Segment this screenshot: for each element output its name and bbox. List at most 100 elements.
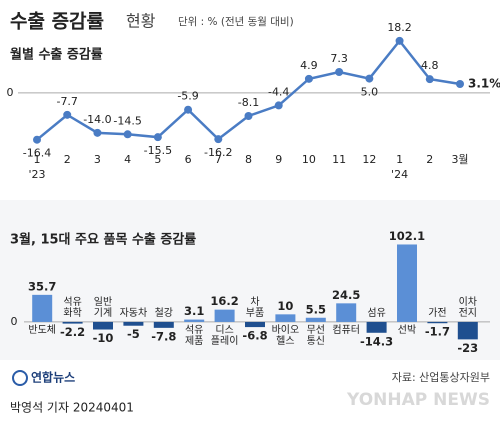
data-label: -4.4 <box>268 85 289 98</box>
x-tick-label: 섬유 <box>367 307 386 319</box>
year-label: '24 <box>391 168 408 181</box>
data-label: 24.5 <box>332 288 360 302</box>
x-tick-label: 9 <box>275 153 282 166</box>
x-tick-label: 5 <box>154 153 161 166</box>
data-label: -14.3 <box>360 334 393 348</box>
data-label: -7.7 <box>56 95 77 108</box>
x-tick-label: 반도체 <box>28 324 56 336</box>
year-label: '23 <box>28 168 45 181</box>
data-label: 10 <box>277 299 293 313</box>
unit: 단위 : % (전년 동월 대비) <box>178 15 294 28</box>
marker <box>214 135 223 144</box>
data-label: 3.1% <box>468 77 500 91</box>
data-label: -16.2 <box>204 146 232 159</box>
x-tick-label: 7 <box>215 153 222 166</box>
x-tick-label: 2 <box>426 153 433 166</box>
x-tick-label: 11 <box>332 153 346 166</box>
data-label: -15.5 <box>144 144 172 157</box>
bar <box>153 321 174 328</box>
watermark: YONHAP NEWS <box>346 390 490 410</box>
data-label: 7.3 <box>330 52 348 65</box>
logo-icon <box>12 370 28 386</box>
data-label: -5.9 <box>177 90 198 103</box>
bar <box>397 244 417 322</box>
bar <box>62 321 83 324</box>
marker <box>365 74 374 83</box>
x-tick-label: 석유 화학 <box>63 296 82 319</box>
marker <box>63 110 72 119</box>
y-tick-label: 0 <box>11 315 18 328</box>
logo: 연합뉴스 <box>31 370 75 385</box>
bar <box>275 314 296 322</box>
marker <box>456 80 464 88</box>
data-label: -5 <box>127 327 140 341</box>
data-label: 5.5 <box>306 302 326 316</box>
source: 자료: 산업통상자원부 <box>392 371 490 384</box>
bar <box>214 309 235 322</box>
data-label: 35.7 <box>28 279 56 293</box>
x-tick-label: 12 <box>362 153 376 166</box>
data-label: 102.1 <box>389 229 425 243</box>
x-tick-label: 차 부품 <box>245 296 265 319</box>
marker <box>274 101 283 110</box>
marker <box>123 130 132 139</box>
data-label: -14.5 <box>113 114 141 127</box>
x-tick-label: 1 <box>396 153 403 166</box>
chart-title: 3월, 15대 주요 품목 수출 증감률 <box>10 232 196 248</box>
x-tick-label: 6 <box>185 153 192 166</box>
marker <box>93 128 102 137</box>
data-label: 4.8 <box>421 59 439 72</box>
x-tick-label: 철강 <box>154 307 173 319</box>
marker <box>153 133 162 142</box>
x-tick-label: 바이오 헬스 <box>271 324 300 347</box>
data-label: 5.0 <box>361 86 379 99</box>
x-tick-label: 디스 플레이 <box>210 324 239 347</box>
x-tick-label: 8 <box>245 153 252 166</box>
bar <box>184 319 205 322</box>
bar <box>427 321 448 324</box>
chart-title: 월별 수출 증감률 <box>10 47 103 63</box>
bar <box>93 321 113 330</box>
data-label: -6.8 <box>242 329 267 343</box>
x-tick-label: 일반 기계 <box>93 296 113 319</box>
x-tick-label: 자동차 <box>119 307 148 319</box>
x-tick-label: 10 <box>302 153 316 166</box>
x-tick-label: 이차 전지 <box>458 296 477 319</box>
data-label: -8.1 <box>238 96 259 109</box>
marker <box>395 36 404 45</box>
bar <box>457 321 478 340</box>
data-label: -16.4 <box>23 147 51 160</box>
data-label: 16.2 <box>210 294 238 308</box>
x-tick-label: 가전 <box>428 307 447 319</box>
marker <box>425 75 434 84</box>
data-label: -7.8 <box>151 329 176 343</box>
bar <box>32 294 53 322</box>
x-tick-label: 3 <box>94 153 101 166</box>
data-label: -2.2 <box>60 325 85 339</box>
data-label: 3.1 <box>184 304 204 318</box>
y-tick-label: 0 <box>7 86 14 99</box>
x-tick-label: 선박 <box>397 324 417 336</box>
data-label: -1.7 <box>425 325 450 339</box>
bar <box>366 321 387 333</box>
x-tick-label: 1 <box>34 153 41 166</box>
x-tick-label: 무선 통신 <box>306 324 325 347</box>
marker <box>304 74 313 83</box>
x-tick-label: 2 <box>64 153 71 166</box>
marker <box>335 68 344 76</box>
subtitle: 현황 <box>126 12 156 31</box>
data-label: -14.0 <box>83 113 111 126</box>
data-label: 4.9 <box>300 59 318 72</box>
data-label: -10 <box>93 331 114 345</box>
bar <box>123 321 144 326</box>
bar <box>245 321 265 328</box>
marker <box>184 105 193 114</box>
x-tick-label: 석유 제품 <box>184 324 204 347</box>
marker <box>244 112 253 120</box>
credit: 박영석 기자 20240401 <box>10 401 134 415</box>
x-tick-label: 4 <box>124 153 131 166</box>
title: 수출 증감률 <box>10 11 104 33</box>
x-tick-label: 컴퓨터 <box>332 324 360 336</box>
